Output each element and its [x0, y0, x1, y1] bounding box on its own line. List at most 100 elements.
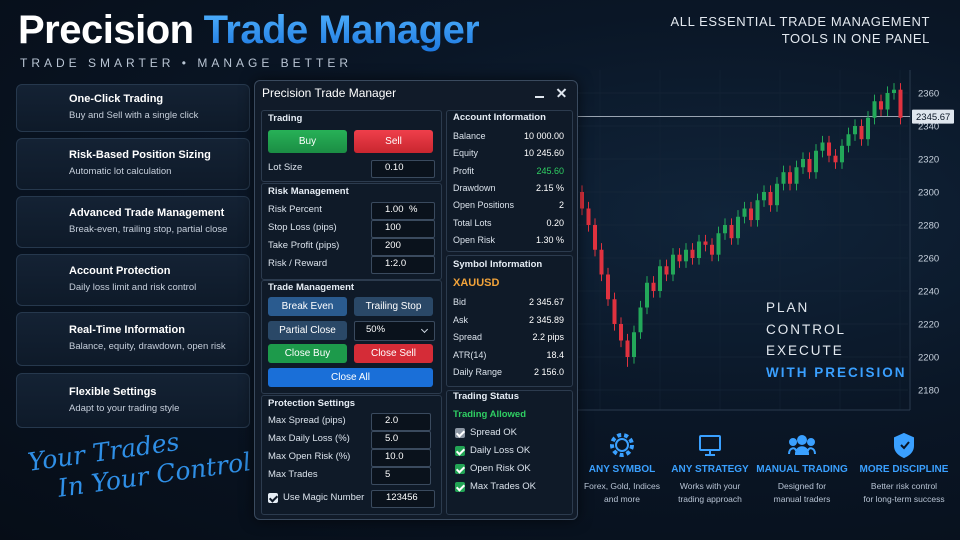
- feature-card: [16, 138, 250, 190]
- price-tag-label: 2345.67: [916, 112, 950, 123]
- feature-desc: Daily loss limit and risk control: [69, 282, 197, 293]
- button[interactable]: Close Buy: [268, 344, 347, 363]
- info-value: 2 345.89: [528, 314, 564, 325]
- field-label: Risk / Reward: [268, 258, 328, 269]
- icon-shape: [894, 432, 914, 459]
- candle-body: [625, 340, 630, 357]
- feature-title: Real-Time Information: [69, 324, 185, 336]
- candle-body: [820, 142, 825, 151]
- info-label: ATR(14): [453, 349, 487, 360]
- button[interactable]: Close All: [268, 368, 433, 387]
- icon-shape: [615, 438, 629, 452]
- bottom-title: MANUAL TRADING: [756, 464, 848, 475]
- button[interactable]: Break Even: [268, 297, 347, 316]
- feature-desc: Adapt to your trading style: [69, 402, 180, 414]
- dropdown: [354, 321, 435, 341]
- tagline: TRADE SMARTER • MANAGE BETTER: [20, 56, 353, 70]
- info-label: Open Risk: [453, 234, 496, 245]
- candle-body: [885, 93, 890, 110]
- feature-card: [16, 254, 250, 306]
- minimize: [535, 96, 544, 98]
- icon-shape: [797, 435, 807, 445]
- y-tick-label: 2240: [918, 287, 939, 298]
- right-tagline: PLAN: [766, 300, 810, 315]
- right-tagline: CONTROL: [766, 321, 847, 337]
- top-right-text: TOOLS IN ONE PANEL: [781, 31, 930, 46]
- bottom-icon: [610, 433, 634, 457]
- candle-body: [801, 159, 805, 168]
- info-value: 10 245.60: [523, 148, 564, 159]
- right-tagline: WITH PRECISION: [766, 364, 907, 380]
- candle-body: [794, 167, 799, 184]
- info-value: 2 345.67: [528, 297, 564, 307]
- candle-body: [781, 172, 786, 184]
- y-tick-label: 2260: [918, 254, 939, 265]
- input-value: 0.10: [385, 162, 404, 173]
- y-tick-label: 2280: [918, 221, 939, 232]
- candle-body: [749, 208, 753, 221]
- candle-body: [859, 126, 864, 140]
- input-value: 1:2.0: [385, 258, 407, 269]
- info-label: Open Positions: [453, 200, 515, 211]
- symbol-name: XAUUSD: [453, 277, 500, 289]
- candle-body: [580, 192, 584, 209]
- button[interactable]: Buy: [268, 130, 347, 153]
- y-tick-label: 2360: [918, 89, 939, 100]
- candle-body: [684, 249, 688, 262]
- field-label: Max Spread (pips): [268, 415, 346, 426]
- icon-shape: [807, 447, 816, 455]
- feature-title: Risk-Based Position Sizing: [69, 149, 211, 161]
- bottom-desc: manual traders: [773, 493, 831, 504]
- candle-body: [814, 150, 818, 173]
- input-value: 1.00: [385, 204, 404, 215]
- input: [371, 431, 431, 449]
- info-label: Profit: [453, 165, 475, 176]
- field-label: Take Profit (pips): [268, 240, 340, 251]
- info-value: 245.60: [536, 165, 564, 176]
- feature-desc: Buy and Sell with a single click: [69, 110, 199, 121]
- candle-body: [892, 89, 896, 93]
- feature-title: Advanced Trade Management: [69, 207, 225, 219]
- candle-body: [716, 233, 721, 255]
- info-value: 2 156.0: [533, 367, 564, 377]
- panel-title: Precision Trade Manager: [262, 86, 397, 100]
- button[interactable]: Close Sell: [354, 344, 433, 363]
- y-tick-label: 2200: [918, 353, 939, 364]
- candle-body: [723, 225, 727, 234]
- candle-body: [742, 208, 747, 217]
- candle-body: [879, 101, 883, 110]
- candle-body: [866, 117, 870, 140]
- candle-body: [671, 254, 675, 275]
- feature-title: Account Protection: [69, 265, 171, 277]
- button[interactable]: Trailing Stop: [354, 297, 433, 316]
- input-value: 5: [385, 469, 391, 480]
- top-right-text: ALL ESSENTIAL TRADE MANAGEMENT: [670, 14, 930, 29]
- input: [371, 413, 431, 431]
- candle-body: [658, 266, 662, 291]
- section-title: Account Information: [453, 112, 546, 123]
- y-tick-label: 2220: [918, 320, 939, 331]
- title: Precision Trade Manager: [18, 6, 480, 54]
- section-title: Protection Settings: [268, 398, 356, 409]
- feature-desc: Break-even, trailing stop, partial close: [69, 224, 228, 235]
- info-label: Balance: [453, 131, 486, 141]
- feature-card: [16, 373, 250, 428]
- info-value: 18.4: [546, 349, 564, 360]
- field-label: Stop Loss (pips): [268, 222, 337, 233]
- candle-body: [632, 332, 636, 357]
- button[interactable]: Sell: [354, 130, 433, 153]
- section-title: Symbol Information: [453, 259, 543, 270]
- feature-card: [16, 196, 250, 248]
- info-value: 2: [558, 200, 564, 211]
- candle-body: [638, 307, 643, 333]
- bottom-icon: [788, 435, 816, 455]
- candle-body: [729, 225, 734, 239]
- field-label: Lot Size: [268, 162, 303, 173]
- candle-body: [619, 324, 623, 341]
- bottom-title: ANY SYMBOL: [588, 464, 656, 475]
- button[interactable]: Partial Close: [268, 321, 347, 340]
- bottom-title: ANY STRATEGY: [671, 464, 749, 475]
- candle-body: [827, 142, 831, 156]
- field-label: Max Trades: [268, 469, 318, 480]
- candle-body: [645, 282, 649, 308]
